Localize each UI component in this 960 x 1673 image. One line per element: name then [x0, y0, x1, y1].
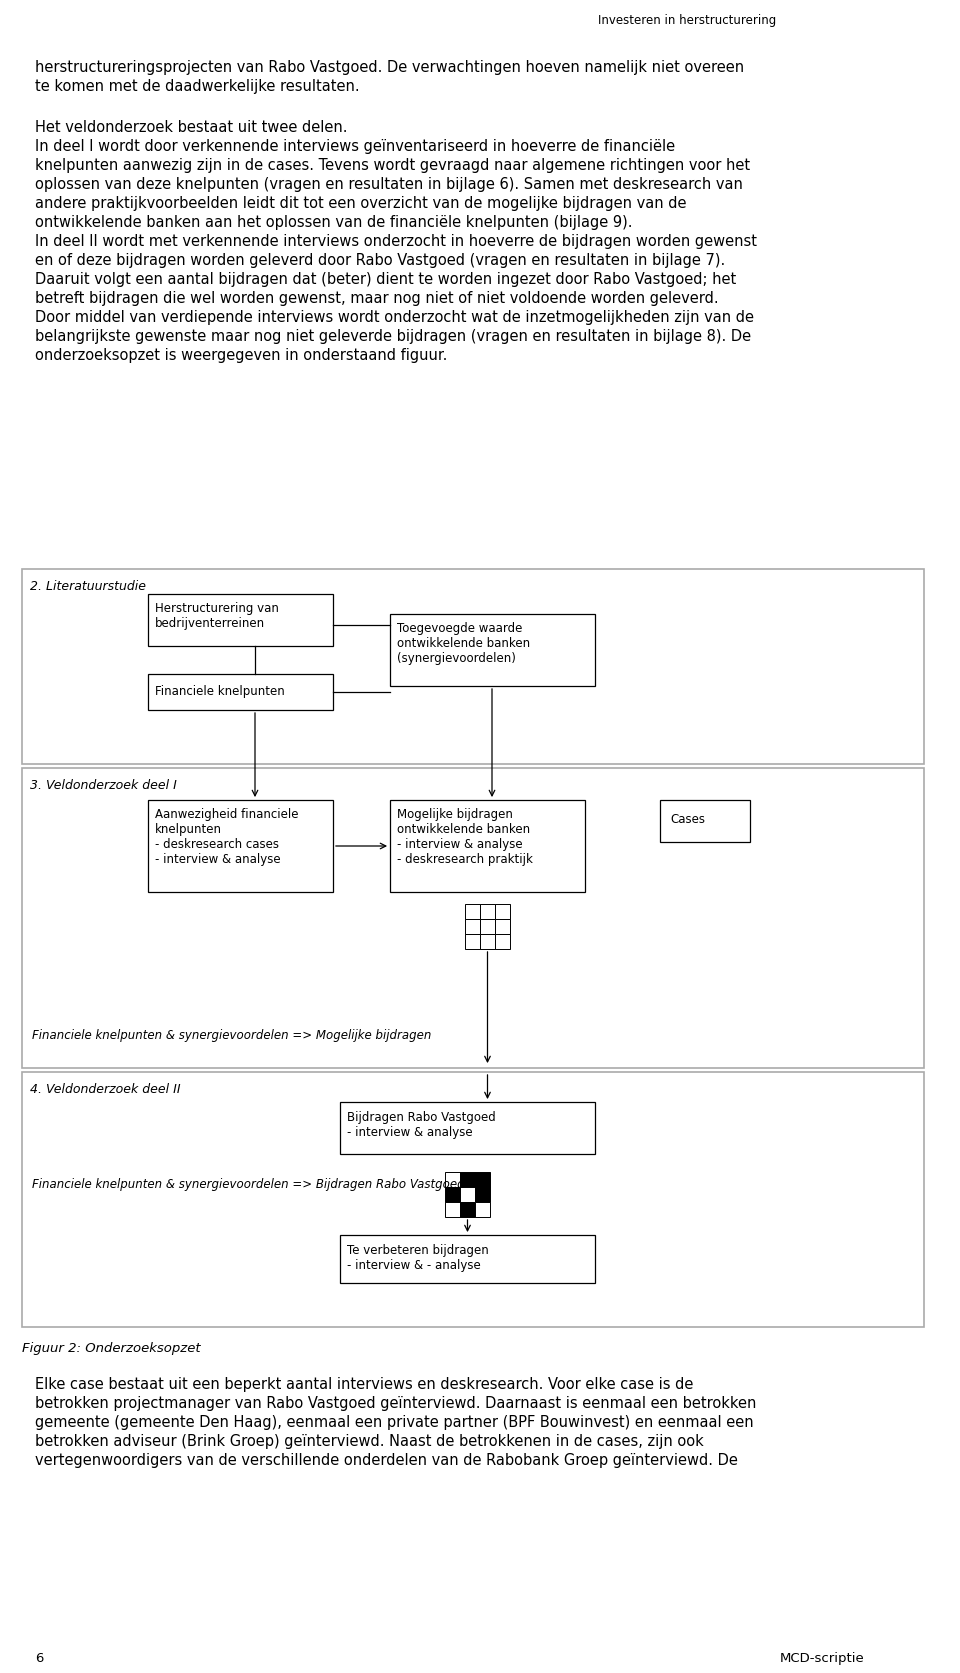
Text: Financiele knelpunten: Financiele knelpunten — [155, 684, 285, 698]
Text: Te verbeteren bijdragen
- interview & - analyse: Te verbeteren bijdragen - interview & - … — [347, 1243, 489, 1271]
Bar — [465, 935, 480, 950]
Bar — [340, 1235, 595, 1283]
Bar — [495, 920, 510, 935]
Bar — [660, 800, 750, 843]
Bar — [390, 800, 585, 892]
Text: andere praktijkvoorbeelden leidt dit tot een overzicht van de mogelijke bijdrage: andere praktijkvoorbeelden leidt dit tot… — [35, 196, 686, 211]
Bar — [148, 594, 333, 646]
Bar — [460, 1188, 475, 1203]
Bar — [445, 1203, 460, 1218]
Text: Door middel van verdiepende interviews wordt onderzocht wat de inzetmogelijkhede: Door middel van verdiepende interviews w… — [35, 310, 754, 325]
Bar — [480, 920, 495, 935]
Text: onderzoeksopzet is weergegeven in onderstaand figuur.: onderzoeksopzet is weergegeven in onders… — [35, 348, 447, 363]
Text: oplossen van deze knelpunten (vragen en resultaten in bijlage 6). Samen met desk: oplossen van deze knelpunten (vragen en … — [35, 177, 743, 192]
Text: Investeren in herstructurering: Investeren in herstructurering — [598, 13, 777, 27]
Text: ontwikkelende banken aan het oplossen van de financiële knelpunten (bijlage 9).: ontwikkelende banken aan het oplossen va… — [35, 214, 633, 229]
Bar — [465, 920, 480, 935]
Text: In deel II wordt met verkennende interviews onderzocht in hoeverre de bijdragen : In deel II wordt met verkennende intervi… — [35, 234, 757, 249]
Text: Financiele knelpunten & synergievoordelen => Bijdragen Rabo Vastgoed: Financiele knelpunten & synergievoordele… — [32, 1178, 465, 1190]
Text: betrokken adviseur (Brink Groep) geïnterviewd. Naast de betrokkenen in de cases,: betrokken adviseur (Brink Groep) geïnter… — [35, 1434, 704, 1449]
Text: en of deze bijdragen worden geleverd door Rabo Vastgoed (vragen en resultaten in: en of deze bijdragen worden geleverd doo… — [35, 253, 725, 268]
Text: betrokken projectmanager van Rabo Vastgoed geïnterviewd. Daarnaast is eenmaal ee: betrokken projectmanager van Rabo Vastgo… — [35, 1395, 756, 1410]
Bar — [480, 935, 495, 950]
Bar — [22, 1072, 924, 1327]
Bar — [460, 1173, 475, 1188]
Text: 6: 6 — [35, 1651, 43, 1665]
Text: te komen met de daadwerkelijke resultaten.: te komen met de daadwerkelijke resultate… — [35, 79, 360, 94]
Text: 4. Veldonderzoek deel II: 4. Veldonderzoek deel II — [30, 1082, 180, 1096]
Text: Mogelijke bijdragen
ontwikkelende banken
- interview & analyse
- deskresearch pr: Mogelijke bijdragen ontwikkelende banken… — [397, 808, 533, 865]
Text: Toegevoegde waarde
ontwikkelende banken
(synergievoordelen): Toegevoegde waarde ontwikkelende banken … — [397, 622, 530, 664]
Text: 3. Veldonderzoek deel I: 3. Veldonderzoek deel I — [30, 778, 177, 791]
Text: Aanwezigheid financiele
knelpunten
- deskresearch cases
- interview & analyse: Aanwezigheid financiele knelpunten - des… — [155, 808, 299, 865]
Text: Figuur 2: Onderzoeksopzet: Figuur 2: Onderzoeksopzet — [22, 1342, 201, 1353]
Bar — [22, 768, 924, 1069]
Bar — [465, 905, 480, 920]
Bar — [340, 1103, 595, 1154]
Text: MCD-scriptie: MCD-scriptie — [780, 1651, 865, 1665]
Text: gemeente (gemeente Den Haag), eenmaal een private partner (BPF Bouwinvest) en ee: gemeente (gemeente Den Haag), eenmaal ee… — [35, 1414, 754, 1429]
Text: Elke case bestaat uit een beperkt aantal interviews en deskresearch. Voor elke c: Elke case bestaat uit een beperkt aantal… — [35, 1377, 693, 1392]
Bar — [475, 1188, 490, 1203]
Bar — [22, 570, 924, 765]
Text: 2. Literatuurstudie: 2. Literatuurstudie — [30, 579, 146, 592]
Text: Cases: Cases — [670, 813, 705, 825]
Text: Bijdragen Rabo Vastgoed
- interview & analyse: Bijdragen Rabo Vastgoed - interview & an… — [347, 1111, 495, 1138]
Bar — [148, 674, 333, 711]
Text: Herstructurering van
bedrijventerreinen: Herstructurering van bedrijventerreinen — [155, 602, 278, 629]
Text: vertegenwoordigers van de verschillende onderdelen van de Rabobank Groep geïnter: vertegenwoordigers van de verschillende … — [35, 1452, 738, 1467]
Text: betreft bijdragen die wel worden gewenst, maar nog niet of niet voldoende worden: betreft bijdragen die wel worden gewenst… — [35, 291, 719, 306]
Bar — [475, 1203, 490, 1218]
Text: belangrijkste gewenste maar nog niet geleverde bijdragen (vragen en resultaten i: belangrijkste gewenste maar nog niet gel… — [35, 330, 751, 343]
Bar — [475, 1173, 490, 1188]
Bar — [445, 1173, 460, 1188]
Bar — [148, 800, 333, 892]
Bar — [480, 905, 495, 920]
Text: knelpunten aanwezig zijn in de cases. Tevens wordt gevraagd naar algemene richti: knelpunten aanwezig zijn in de cases. Te… — [35, 157, 750, 172]
Text: Het veldonderzoek bestaat uit twee delen.: Het veldonderzoek bestaat uit twee delen… — [35, 120, 348, 136]
Bar — [460, 1203, 475, 1218]
Bar — [495, 935, 510, 950]
Bar — [495, 905, 510, 920]
Text: herstructureringsprojecten van Rabo Vastgoed. De verwachtingen hoeven namelijk n: herstructureringsprojecten van Rabo Vast… — [35, 60, 744, 75]
Text: In deel I wordt door verkennende interviews geïnventariseerd in hoeverre de fina: In deel I wordt door verkennende intervi… — [35, 139, 675, 154]
Bar — [390, 614, 595, 686]
Bar — [445, 1188, 460, 1203]
Text: Daaruit volgt een aantal bijdragen dat (beter) dient te worden ingezet door Rabo: Daaruit volgt een aantal bijdragen dat (… — [35, 271, 736, 286]
Text: Financiele knelpunten & synergievoordelen => Mogelijke bijdragen: Financiele knelpunten & synergievoordele… — [32, 1029, 431, 1041]
